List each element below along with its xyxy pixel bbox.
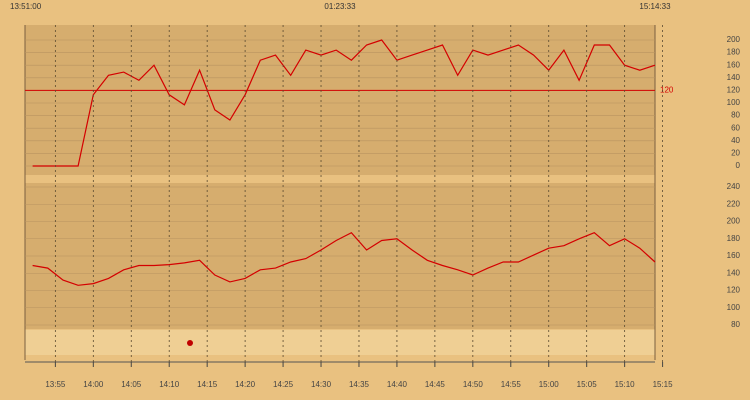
y-tick-label: 160 — [727, 60, 741, 69]
x-tick-label: 15:00 — [539, 380, 560, 389]
y-tick-label: 0 — [736, 161, 741, 170]
y-tick-label: 80 — [731, 320, 740, 329]
y-tick-label: 160 — [727, 251, 741, 260]
y-tick-label: 220 — [727, 199, 741, 208]
y-tick-label: 20 — [731, 149, 740, 158]
x-tick-label: 14:00 — [83, 380, 104, 389]
y-tick-label: 120 — [727, 286, 741, 295]
x-tick-label: 14:20 — [235, 380, 256, 389]
y-tick-label: 100 — [727, 98, 741, 107]
y-tick-label: 120 — [727, 86, 741, 95]
y-tick-label: 60 — [731, 123, 740, 132]
threshold-label: 120 — [660, 86, 674, 95]
x-tick-label: 14:50 — [463, 380, 484, 389]
start-time: 13:51:00 — [10, 2, 42, 11]
trend-line — [32, 39, 656, 167]
x-tick-label: 15:05 — [577, 380, 598, 389]
y-tick-label: 100 — [727, 303, 741, 312]
y-tick-label: 80 — [731, 111, 740, 120]
x-tick-label: 14:55 — [501, 380, 522, 389]
y-tick-label: 180 — [727, 234, 741, 243]
x-tick-label: 15:10 — [615, 380, 636, 389]
x-tick-label: 14:15 — [197, 380, 218, 389]
x-tick-label: 14:05 — [121, 380, 142, 389]
top-panel — [25, 25, 655, 175]
y-tick-label: 200 — [727, 35, 741, 44]
duration: 01:23:33 — [324, 2, 356, 11]
x-tick-label: 14:10 — [159, 380, 180, 389]
y-tick-label: 200 — [727, 217, 741, 226]
event-strip — [25, 330, 655, 355]
y-tick-label: 140 — [727, 73, 741, 82]
x-tick-label: 14:30 — [311, 380, 332, 389]
y-tick-label: 40 — [731, 136, 740, 145]
x-tick-label: 14:35 — [349, 380, 370, 389]
x-tick-label: 15:15 — [653, 380, 674, 389]
trend-line — [32, 231, 656, 286]
y-tick-label: 240 — [727, 182, 741, 191]
x-tick-label: 13:55 — [45, 380, 66, 389]
end-time: 15:14:33 — [639, 2, 671, 11]
event-marker — [187, 340, 193, 346]
x-tick-label: 14:40 — [387, 380, 408, 389]
x-tick-label: 14:25 — [273, 380, 294, 389]
y-tick-label: 180 — [727, 48, 741, 57]
x-tick-label: 14:45 — [425, 380, 446, 389]
y-tick-label: 140 — [727, 268, 741, 277]
